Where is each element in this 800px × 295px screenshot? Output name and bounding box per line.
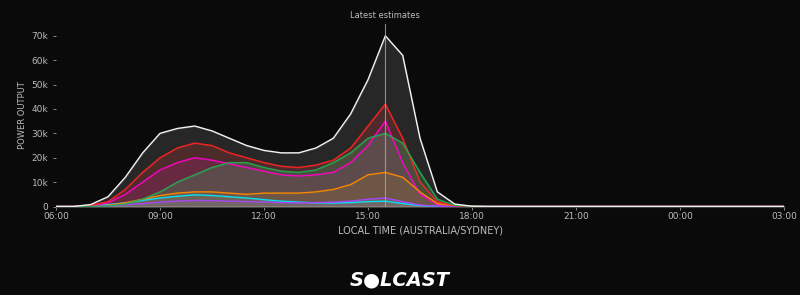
Text: Latest estimates: Latest estimates [350,11,420,20]
Y-axis label: POWER OUTPUT: POWER OUTPUT [18,81,27,149]
Text: S●LCAST: S●LCAST [350,270,450,289]
X-axis label: LOCAL TIME (AUSTRALIA/SYDNEY): LOCAL TIME (AUSTRALIA/SYDNEY) [338,225,502,235]
